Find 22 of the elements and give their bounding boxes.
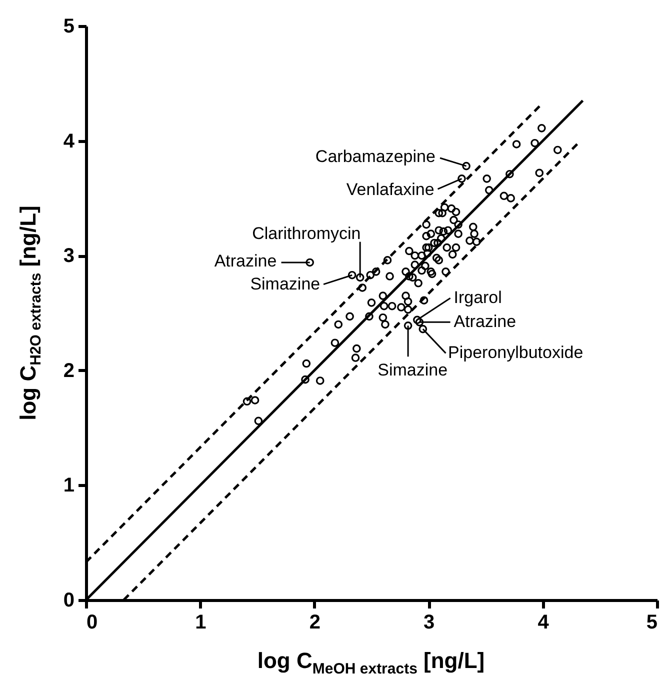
x-axis-title: log C$_{MeOH extracts}$ [ng/L] [257,648,485,678]
annotation: Piperonylbutoxide [448,343,584,362]
y-tick-label: 5 [63,16,74,38]
annotation: Simazine [250,274,320,294]
y-tick-label: 1 [63,474,74,497]
annotation: Clarithromycin [252,224,361,243]
x-tick-label: 1 [195,612,206,634]
x-tick-label: 3 [424,612,435,634]
annotation: Atrazine [454,312,516,332]
x-tick-label: 0 [86,612,98,634]
annotation: Carbamazepine [315,146,436,166]
annotation: Venlafaxine [346,180,434,200]
annotation: Simazine [378,360,448,380]
y-tick-label: 0 [63,590,74,612]
y-tick-label: 2 [63,360,74,382]
x-tick-label: 4 [538,612,550,634]
y-tick-label: 4 [63,130,76,152]
annotation: Atrazine [214,251,277,270]
annotation: Irgarol [454,288,502,308]
x-tick-label: 5 [646,612,658,634]
x-tick-label: 2 [309,612,320,634]
y-tick-label: 3 [63,245,74,268]
